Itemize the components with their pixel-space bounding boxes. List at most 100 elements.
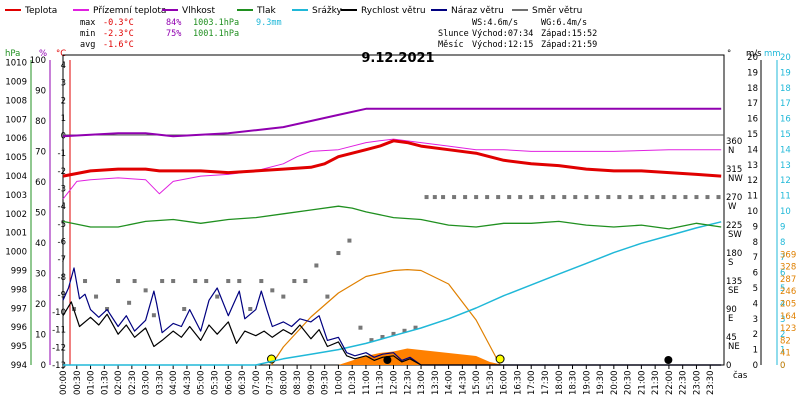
tick-ms-11: 9: [753, 222, 758, 232]
tick-time-30: 15:00: [472, 371, 482, 396]
tick-time-27: 13:30: [431, 371, 441, 396]
wind-dir-point-28: [369, 338, 374, 343]
tick-time-16: 08:00: [279, 371, 289, 396]
tick-hpa-1: 1009: [5, 78, 27, 88]
legend-label-4: Srážky: [312, 6, 343, 16]
wind-dir-point-43: [529, 195, 534, 200]
tick-hpa-13: 997: [11, 304, 27, 314]
tick-hpa-11: 999: [11, 267, 27, 277]
tick-temp-9: -5: [58, 220, 66, 230]
stat-avg-label: avg: [80, 40, 95, 50]
wind-dir-point-21: [292, 279, 297, 284]
tick-time-34: 17:00: [527, 371, 537, 396]
legend-label-3: Tlak: [256, 6, 277, 16]
tick-solar-5: 164: [780, 312, 796, 322]
wind-dir-point-38: [474, 195, 479, 200]
wind-dir-point-34: [432, 195, 437, 200]
axis-dir-title: °: [727, 49, 731, 59]
tick-solar-9: 0: [780, 361, 785, 371]
wind-dir-point-37: [463, 195, 468, 200]
tick-time-45: 22:30: [679, 371, 689, 396]
tick-time-11: 05:30: [210, 371, 220, 396]
series-group: [62, 107, 722, 366]
tick-temp-6: -2: [58, 167, 66, 177]
tick-dir-name-4: S: [728, 258, 733, 268]
axis-right: ° m/s mm360N315NW270W225SW180S135SE90E45NE…: [726, 49, 796, 371]
stat-max-hum: 84%: [166, 18, 181, 28]
tick-time-21: 10:30: [348, 371, 358, 396]
tick-solar-1: 328: [780, 263, 796, 273]
wind-dir-point-2: [94, 294, 99, 299]
tick-pct-7: 30: [35, 270, 46, 280]
tick-dir-name-2: W: [728, 202, 737, 212]
series-temperature: [62, 139, 722, 178]
axis-temp-title: °C: [56, 49, 66, 59]
tick-dir-3: 225: [726, 221, 742, 231]
chart-title: 9.12.2021: [361, 51, 434, 66]
tick-mm-15: 5: [780, 284, 785, 294]
wind-dir-point-20: [281, 294, 286, 299]
tick-time-40: 20:00: [610, 371, 620, 396]
wind-dir-point-16: [237, 279, 242, 284]
wind-dir-point-12: [193, 279, 198, 284]
moon-set-marker: [664, 356, 673, 364]
tick-time-1: 00:30: [73, 371, 83, 396]
series-ground-temperature: [62, 138, 722, 200]
tick-solar-0: 369: [780, 250, 796, 260]
wind-dir-point-25: [336, 251, 341, 256]
tick-ms-15: 5: [753, 284, 758, 294]
tick-pct-8: 20: [35, 300, 46, 310]
series-rain: [63, 221, 722, 366]
wind-dir-point-8: [151, 313, 156, 318]
tick-hpa-4: 1006: [5, 134, 27, 144]
wind-dir-point-17: [248, 307, 253, 312]
wind-dir-point-50: [606, 195, 611, 200]
wind-dir-point-30: [391, 331, 396, 336]
wind-dir-point-6: [132, 279, 137, 284]
tick-time-15: 07:30: [266, 371, 276, 396]
wind-dir-point-24: [325, 294, 330, 299]
tick-ms-13: 7: [753, 253, 758, 263]
stat-max-rain: 9.3mm: [256, 18, 282, 28]
series-wind-speed: [62, 301, 722, 366]
tick-time-17: 08:30: [293, 371, 303, 396]
tick-mm-14: 6: [780, 269, 785, 279]
wind-dir-point-54: [650, 195, 655, 200]
tick-time-7: 03:30: [155, 371, 165, 396]
tick-ms-16: 4: [753, 299, 758, 309]
legend-label-6: Náraz větru: [451, 6, 504, 16]
info-sun-rise: Východ:07:34: [472, 29, 533, 39]
stat-max-press: 1003.1hPa: [193, 18, 239, 28]
tick-dir-7: 45: [726, 333, 737, 343]
tick-hpa-16: 994: [11, 361, 27, 371]
tick-time-33: 16:30: [513, 371, 523, 396]
tick-ms-6: 14: [747, 145, 758, 155]
wind-dir-point-58: [694, 195, 699, 200]
info-ws: WS:4.6m/s: [472, 18, 518, 28]
tick-pct-9: 10: [35, 331, 46, 341]
tick-dir-name-0: N: [728, 146, 734, 156]
wind-dir-point-13: [204, 279, 209, 284]
wind-dir-point-44: [540, 195, 545, 200]
tick-time-13: 06:30: [238, 371, 248, 396]
tick-ms-20: 0: [753, 361, 758, 371]
info-moon-set: Západ:21:59: [541, 40, 597, 50]
info-sun-label: Slunce: [438, 29, 469, 39]
tick-mm-10: 10: [780, 207, 791, 217]
tick-time-31: 15:30: [486, 370, 496, 395]
wind-dir-point-46: [562, 195, 567, 200]
wind-dir-point-15: [226, 279, 231, 284]
axis-mm-title: mm: [764, 49, 781, 59]
tick-ms-12: 8: [753, 238, 758, 248]
wind-dir-point-42: [518, 195, 523, 200]
tick-ms-9: 11: [747, 192, 758, 202]
tick-hpa-14: 996: [11, 323, 27, 333]
tick-hpa-8: 1002: [5, 210, 27, 220]
wind-dir-point-14: [215, 294, 220, 299]
wind-dir-point-4: [116, 279, 121, 284]
tick-ms-3: 17: [747, 99, 758, 109]
tick-mm-2: 18: [780, 84, 791, 94]
tick-mm-17: 3: [780, 315, 785, 325]
tick-time-12: 06:00: [224, 371, 234, 396]
tick-time-46: 23:00: [692, 371, 702, 396]
